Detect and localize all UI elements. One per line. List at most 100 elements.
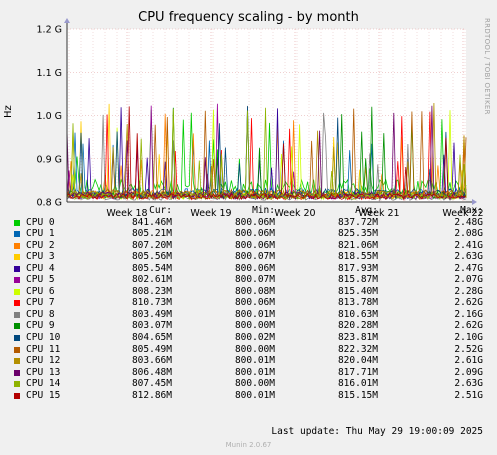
legend-cur-value: 805.54M: [131, 262, 172, 274]
legend-min-value: 800.01M: [234, 308, 275, 320]
y-tick-label: 1.2 G: [37, 25, 63, 36]
legend-cur-value: 803.07M: [131, 320, 172, 332]
legend-table: Cur: Min: Avg: Max: CPU 0 841.46M 800.06M 8…: [0, 205, 497, 401]
legend-series-name: CPU 0: [26, 216, 55, 228]
legend-min-value: 800.00M: [234, 378, 275, 390]
legend-series-name: CPU 9: [26, 320, 55, 332]
legend-avg-value: 822.32M: [337, 343, 378, 355]
y-tick-label: 0.8 G: [37, 198, 63, 209]
chart-title: CPU frequency scaling - by month: [138, 10, 359, 25]
legend-avg-value: 810.63M: [337, 308, 378, 320]
x-tick-label: Week 21: [358, 208, 399, 219]
legend-max-value: 2.28G: [454, 285, 483, 297]
legend-max-value: 2.07G: [454, 274, 483, 286]
x-tick-label: Week 22: [442, 208, 483, 219]
legend-avg-value: 813.78M: [337, 297, 378, 309]
legend-avg-value: 816.01M: [337, 378, 378, 390]
legend-avg-value: 837.72M: [337, 216, 378, 228]
legend-row: CPU 10 804.65M 800.02M 823.81M 2.10G: [0, 332, 497, 344]
legend-cur-value: 803.66M: [131, 355, 172, 367]
series-line-cpu-15: [66, 106, 467, 201]
legend-cur-value: 812.86M: [131, 389, 172, 401]
series-line-cpu-8: [66, 105, 467, 202]
y-tick-label: 1.1 G: [37, 68, 63, 79]
legend-row: CPU 4 805.54M 800.06M 817.93M 2.47G: [0, 263, 497, 275]
rrdtool-vendor-label: RRDTOOL / TOBI OETIKER: [483, 18, 491, 115]
legend-max-value: 2.62G: [454, 320, 483, 332]
legend-min-value: 800.02M: [234, 332, 275, 344]
legend-series-name: CPU 3: [26, 251, 55, 263]
legend-avg-value: 815.15M: [337, 389, 378, 401]
y-tick-label: 1.0 G: [37, 111, 63, 122]
legend-min-value: 800.00M: [234, 343, 275, 355]
legend-swatch: [14, 335, 20, 342]
legend-avg-value: 825.35M: [337, 228, 378, 240]
legend-cur-value: 804.65M: [131, 332, 172, 344]
legend-min-value: 800.06M: [234, 228, 275, 240]
legend-min-value: 800.07M: [234, 251, 275, 263]
x-tick-label: Week 19: [190, 208, 231, 219]
legend-row: CPU 6 808.23M 800.08M 815.40M 2.28G: [0, 286, 497, 298]
legend-min-value: 800.01M: [234, 355, 275, 367]
legend-series-name: CPU 11: [26, 343, 61, 355]
legend-swatch: [14, 265, 20, 272]
legend-series-name: CPU 6: [26, 285, 55, 297]
legend-avg-value: 820.04M: [337, 355, 378, 367]
legend-row: CPU 2 807.20M 800.06M 821.06M 2.41G: [0, 240, 497, 252]
legend-row: CPU 5 802.61M 800.07M 815.87M 2.07G: [0, 274, 497, 286]
legend-max-value: 2.08G: [454, 228, 483, 240]
legend-min-value: 800.06M: [234, 297, 275, 309]
legend-series-name: CPU 10: [26, 332, 61, 344]
legend-header-avg: Avg:: [355, 205, 378, 216]
legend-row: CPU 13 806.48M 800.01M 817.71M 2.09G: [0, 367, 497, 379]
legend-cur-value: 806.48M: [131, 366, 172, 378]
legend-swatch: [14, 231, 20, 238]
legend-max-value: 2.41G: [454, 239, 483, 251]
legend-cur-value: 803.49M: [131, 308, 172, 320]
legend-avg-value: 823.81M: [337, 332, 378, 344]
legend-avg-value: 821.06M: [337, 239, 378, 251]
legend-row: CPU 0 841.46M 800.06M 837.72M 2.48G: [0, 217, 497, 229]
legend-swatch: [14, 346, 20, 353]
legend-cur-value: 808.23M: [131, 285, 172, 297]
legend-min-value: 800.06M: [234, 262, 275, 274]
legend-min-value: 800.06M: [234, 239, 275, 251]
legend-row: CPU 1 805.21M 800.06M 825.35M 2.08G: [0, 228, 497, 240]
legend-swatch: [14, 288, 20, 295]
legend-cur-value: 802.61M: [131, 274, 172, 286]
legend-max-value: 2.61G: [454, 355, 483, 367]
legend-series-name: CPU 7: [26, 297, 55, 309]
legend-header-min: Min:: [252, 205, 275, 216]
legend-max-value: 2.63G: [454, 251, 483, 263]
legend-max-value: 2.09G: [454, 366, 483, 378]
legend-swatch: [14, 277, 20, 284]
legend-max-value: 2.52G: [454, 343, 483, 355]
legend-header: Cur: Min: Avg: Max:: [0, 205, 497, 217]
legend-series-name: CPU 12: [26, 355, 61, 367]
legend-max-value: 2.48G: [454, 216, 483, 228]
legend-swatch: [14, 242, 20, 249]
legend-series-name: CPU 15: [26, 389, 61, 401]
legend-cur-value: 805.21M: [131, 228, 172, 240]
legend-header-max: Max:: [460, 205, 483, 216]
legend-header-cur: Cur:: [149, 205, 172, 216]
legend-max-value: 2.47G: [454, 262, 483, 274]
legend-series-name: CPU 5: [26, 274, 55, 286]
legend-max-value: 2.62G: [454, 297, 483, 309]
x-axis-arrow: [472, 199, 477, 205]
legend-swatch: [14, 323, 20, 330]
legend-avg-value: 817.71M: [337, 366, 378, 378]
y-tick-label: 0.9 G: [37, 154, 63, 165]
legend-cur-value: 807.20M: [131, 239, 172, 251]
x-tick-label: Week 18: [106, 208, 147, 219]
legend-series-name: CPU 2: [26, 239, 55, 251]
legend-avg-value: 817.93M: [337, 262, 378, 274]
legend-row: CPU 7 810.73M 800.06M 813.78M 2.62G: [0, 297, 497, 309]
legend-min-value: 800.07M: [234, 274, 275, 286]
legend-row: CPU 3 805.56M 800.07M 818.55M 2.63G: [0, 251, 497, 263]
legend-max-value: 2.16G: [454, 308, 483, 320]
legend-cur-value: 810.73M: [131, 297, 172, 309]
legend-swatch: [14, 219, 20, 226]
legend-series-name: CPU 4: [26, 262, 55, 274]
legend-row: CPU 15 812.86M 800.01M 815.15M 2.51G: [0, 390, 497, 402]
